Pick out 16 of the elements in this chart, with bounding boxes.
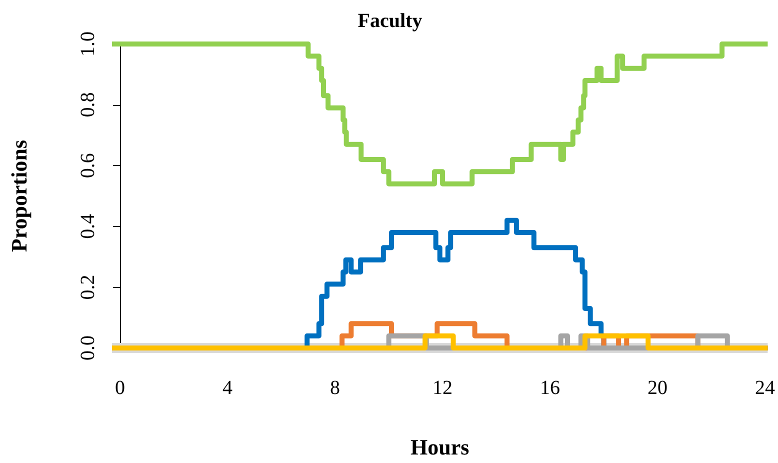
x-tick-label: 4: [222, 377, 233, 399]
x-tick-label: 0: [115, 377, 126, 399]
y-tick-label: 0.8: [77, 92, 99, 118]
x-tick-label: 20: [648, 377, 668, 399]
x-tick-label: 16: [540, 377, 560, 399]
y-tick-label: 0.6: [77, 153, 99, 178]
x-axis-title: Hours: [410, 434, 470, 460]
y-tick-label: 1.0: [77, 32, 99, 56]
x-tick-label: 12: [432, 377, 453, 399]
y-tick-label: 0.4: [77, 214, 99, 239]
y-tick-label: 0.0: [77, 336, 99, 360]
x-tick-label: 8: [330, 377, 340, 399]
y-tick-label: 0.2: [77, 274, 99, 300]
x-tick-label: 24: [755, 377, 776, 399]
chart-title: Faculty: [358, 10, 422, 32]
y-axis-title: Proportions: [6, 140, 32, 252]
